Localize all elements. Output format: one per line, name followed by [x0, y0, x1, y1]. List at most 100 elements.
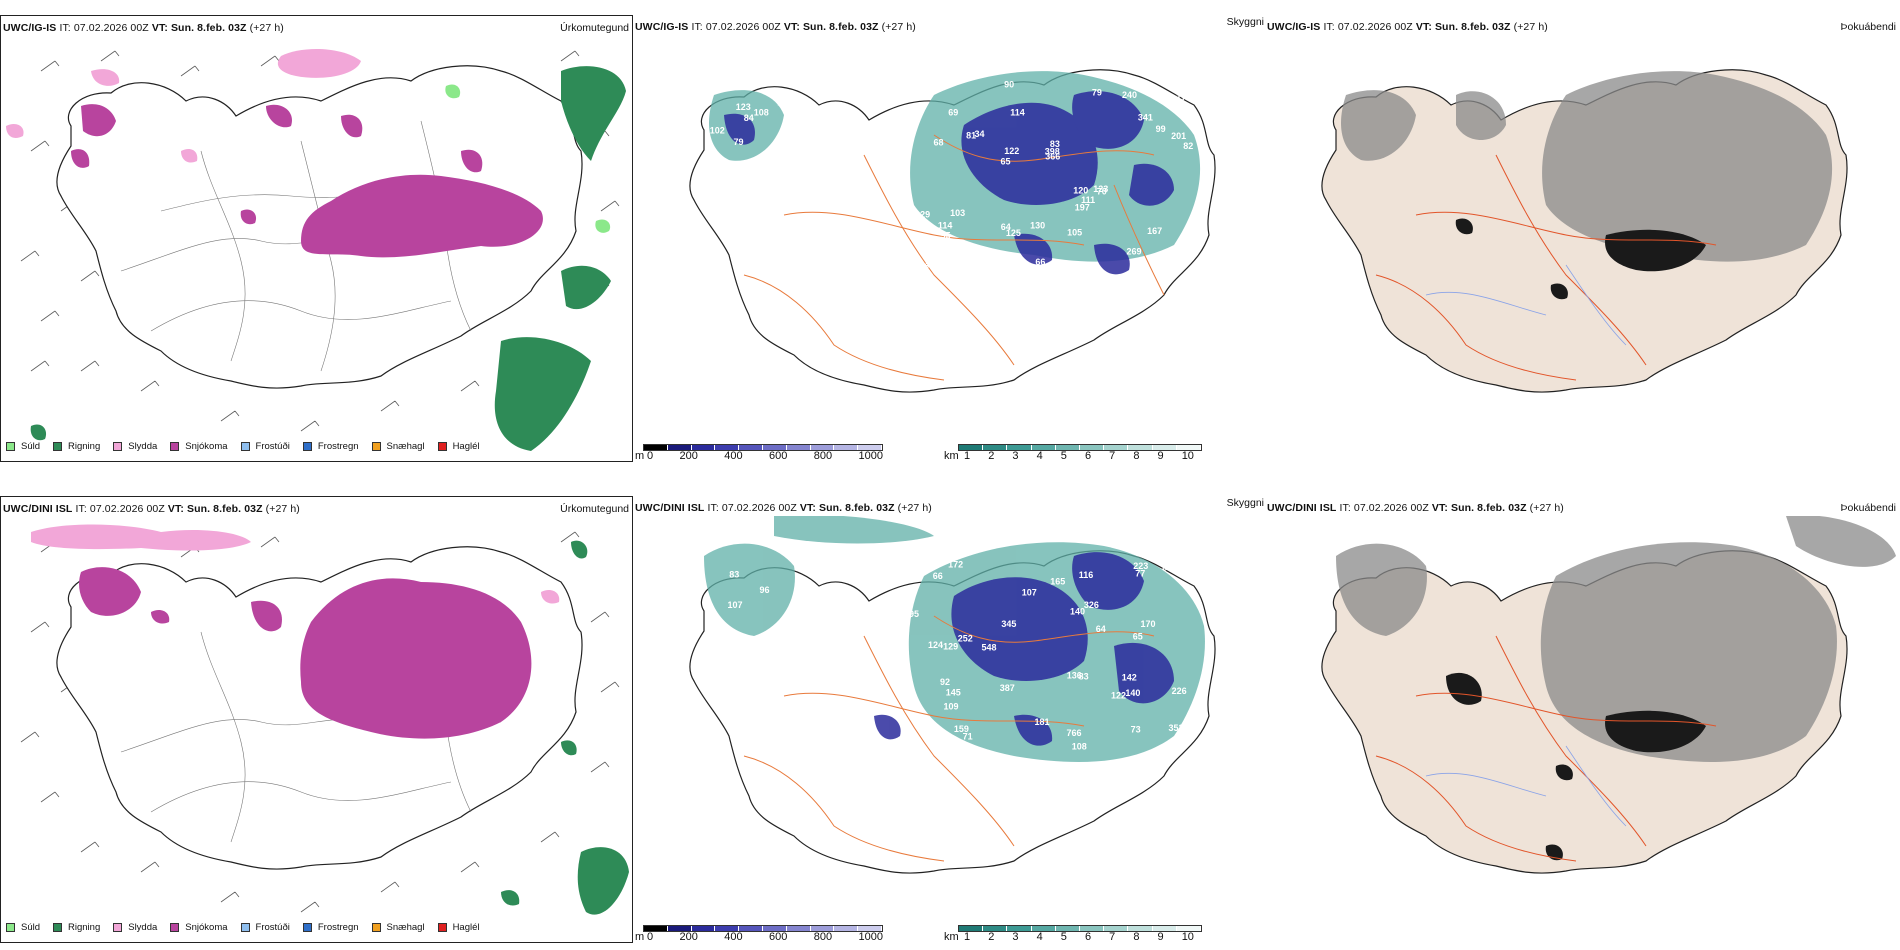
- rivers: [1425, 264, 1627, 346]
- cloud-base-label: 766: [1067, 728, 1082, 738]
- cloud-base-label: 76: [896, 590, 906, 600]
- cloud-base-label: 108: [1072, 741, 1087, 751]
- cloud-base-label: 61: [745, 647, 755, 657]
- sleet-areas: [6, 49, 361, 163]
- visibility-colorbar-row2: km 1 2 3 4 5 6 7 8 9 10: [944, 925, 1202, 943]
- visibility-colorbar-row1: km 1 2 3 4 5 6 7 8 9 10: [944, 444, 1202, 462]
- cloud-base-label: 73: [1131, 725, 1141, 735]
- fog-map-row1: [1321, 69, 1848, 393]
- cloud-base-areas: [874, 552, 1174, 746]
- cloud-base-label: 65: [1133, 632, 1143, 642]
- cloud-base-label: 136: [1067, 671, 1082, 681]
- colorbar-segment: [1128, 445, 1153, 450]
- precip-legend-row2: Súld Rigning Slydda Snjókoma Frostúði Fr…: [6, 922, 493, 933]
- swatch-sleet: [113, 442, 123, 451]
- cloud-base-label: 99: [1156, 124, 1166, 134]
- colorbar-segment: [644, 926, 668, 931]
- cloud-base-label: 109: [944, 702, 959, 712]
- rivers: [1425, 745, 1627, 827]
- cloud-base-bar: [643, 925, 883, 932]
- roads: [743, 615, 1155, 862]
- precip-title-row1: Úrkomutegund: [560, 22, 629, 34]
- legend-item: Snjókoma: [170, 922, 228, 933]
- cloud-base-label: 102: [710, 125, 725, 135]
- precip-map-row1: [6, 49, 626, 451]
- colorbar-segment: [858, 926, 882, 931]
- cloud-base-label: 159: [954, 724, 969, 734]
- cloud-base-label: 53: [714, 185, 724, 195]
- swatch-snow-pellets: [371, 442, 381, 451]
- cloud-base-label: 92: [940, 677, 950, 687]
- cloud-base-label: 82: [1183, 141, 1193, 151]
- visibility-bar: [958, 444, 1202, 451]
- cloud-base-label: 84: [744, 113, 754, 123]
- cloud-base-label: 95: [909, 609, 919, 619]
- cloud-base-label: 165: [1050, 576, 1065, 586]
- colorbar-segment: [1055, 445, 1081, 450]
- swatch-sleet: [113, 923, 123, 932]
- legend-item: Frostúði: [240, 922, 290, 933]
- colorbar-segment: [739, 445, 763, 450]
- cloud-base-label: 83: [729, 569, 739, 579]
- cloud-base-label: 217: [896, 251, 911, 261]
- legend-item: Frostregn: [302, 922, 359, 933]
- cloud-panel-row1: UWC/IG-IS IT: 07.02.2026 00Z VT: Sun. 8.…: [634, 15, 1264, 462]
- cloud-base-label: 125: [1006, 228, 1021, 238]
- cloud-base-label: 79: [734, 137, 744, 147]
- visibility-unit: km: [944, 450, 959, 462]
- cloud-base-colorbar-row1: m 0 200 400 600 800 1000: [635, 444, 885, 462]
- cloud-base-label: 398: [1045, 146, 1060, 156]
- colorbar-segment: [959, 926, 984, 931]
- fog-title-row2: Þokuábendi: [1840, 502, 1896, 514]
- cloud-base-label: 142: [1122, 673, 1137, 683]
- colorbar-segment: [762, 926, 787, 931]
- colorbar-segment: [1080, 926, 1105, 931]
- legend-item: Rigning: [53, 441, 100, 452]
- cloud-base-label: 90: [1004, 80, 1014, 90]
- cloud-base-label: 172: [948, 559, 963, 569]
- cloud-base-colorbar-row2: m 0 200 400 600 800 1000: [635, 925, 885, 943]
- cloud-base-label: 108: [754, 107, 769, 117]
- cloud-base-label: 64: [1001, 222, 1011, 232]
- colorbar-segment: [1080, 445, 1105, 450]
- swatch-rain: [53, 923, 63, 932]
- colorbar-segment: [667, 926, 692, 931]
- cloud-base-label: 242: [922, 555, 937, 565]
- cloud-base-label: 201: [1171, 131, 1186, 141]
- cloud-base-label: 197: [1075, 203, 1090, 213]
- cloud-base-label: 64: [1096, 624, 1106, 634]
- cloud-base-label: 34: [975, 129, 985, 139]
- swatch-freezing-rain: [302, 923, 312, 932]
- colorbar-segment: [1104, 926, 1129, 931]
- cloud-base-label: 688: [907, 213, 922, 223]
- cloud-base-label: 81: [966, 130, 976, 140]
- cloud-base-label: 95: [941, 231, 951, 241]
- cloud-base-label: 170: [1141, 619, 1156, 629]
- rain-areas: [30, 66, 626, 451]
- precip-header-row1: UWC/IG-IS IT: 07.02.2026 00Z VT: Sun. 8.…: [3, 22, 284, 34]
- swatch-drizzle: [6, 442, 15, 451]
- cloud-base-label: 65: [1001, 157, 1011, 167]
- colorbar-segment: [1176, 926, 1202, 931]
- colorbar-segment: [691, 445, 716, 450]
- cloud-base-label: 111: [1081, 195, 1095, 205]
- colorbar-segment: [715, 926, 740, 931]
- colorbar-segment: [739, 926, 763, 931]
- roads: [743, 134, 1165, 381]
- cloud-base-labels: 1041027779108531238412934130951148370719…: [710, 80, 1194, 270]
- roads: [1375, 635, 1717, 862]
- cloud-base-label: 114: [1010, 107, 1025, 117]
- cloud-base-label: 104: [775, 183, 790, 193]
- colorbar-segment: [644, 445, 668, 450]
- cloud-base-label: 176: [1176, 92, 1191, 102]
- cloud-base-label: 114: [938, 220, 953, 230]
- fog-panel-row1: UWC/IG-IS IT: 07.02.2026 00Z VT: Sun. 8.…: [1266, 15, 1900, 462]
- colorbar-segment: [810, 445, 835, 450]
- cloud-base-label: 123: [736, 102, 751, 112]
- swatch-freezing-drizzle: [240, 442, 250, 451]
- cloud-base-label: 181: [1035, 717, 1050, 727]
- cloud-base-label: 999: [764, 671, 779, 681]
- cloud-base-label: 140: [1070, 607, 1085, 617]
- cloud-base-unit: m: [635, 450, 645, 462]
- legend-item: Frostregn: [302, 441, 359, 452]
